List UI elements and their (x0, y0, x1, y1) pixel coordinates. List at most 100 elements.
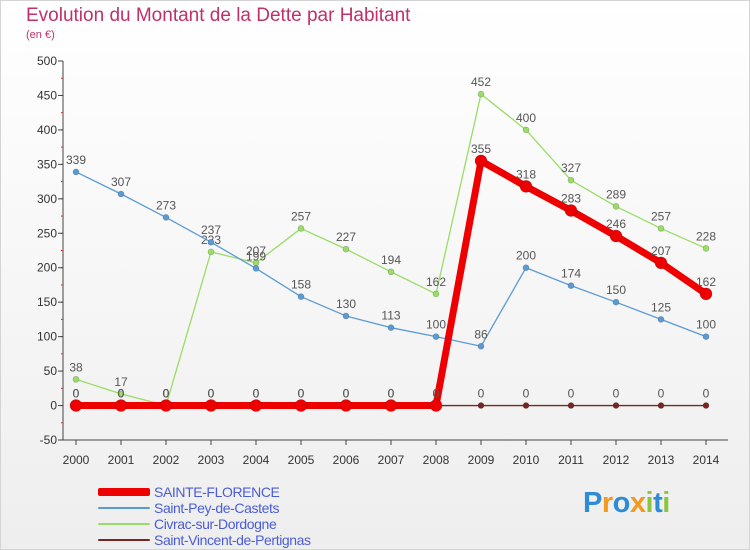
data-point-saint-pey-de-castets (432, 333, 440, 340)
data-point-sainte-florence (654, 256, 668, 270)
data-label-saint-vincent-de-pertignas: 0 (298, 387, 305, 401)
data-label-saint-pey-de-castets: 86 (474, 327, 488, 341)
data-point-civrac-sur-dordogne (702, 245, 710, 252)
x-tick-label: 2011 (558, 453, 584, 467)
data-label-saint-vincent-de-pertignas: 0 (658, 387, 665, 401)
data-point-sainte-florence (159, 399, 173, 412)
data-label-saint-vincent-de-pertignas: 0 (388, 387, 395, 401)
data-point-saint-pey-de-castets (117, 190, 125, 198)
logo-letter: x (629, 487, 646, 519)
data-label-saint-pey-de-castets: 158 (291, 278, 311, 292)
data-label-saint-vincent-de-pertignas: 0 (253, 387, 260, 401)
proxiti-logo: Proxiti (583, 487, 670, 520)
y-tick-label: 300 (37, 192, 57, 206)
data-point-saint-pey-de-castets (477, 342, 485, 350)
legend-item-saint-vincent-de-pertignas: Saint-Vincent-de-Pertignas (98, 532, 311, 548)
data-label-saint-vincent-de-pertignas: 0 (703, 387, 710, 401)
x-tick-label: 2004 (243, 453, 270, 467)
data-point-civrac-sur-dordogne (657, 225, 665, 232)
data-point-civrac-sur-dordogne (297, 225, 305, 232)
data-point-sainte-florence (474, 154, 488, 168)
data-label-saint-pey-de-castets: 150 (606, 283, 626, 297)
y-tick-label: 350 (37, 157, 57, 171)
data-label-sainte-florence: 318 (516, 167, 536, 181)
y-tick-label: 450 (37, 88, 57, 102)
data-label-sainte-florence: 0 (298, 387, 305, 401)
legend-label-saint-pey-de-castets: Saint-Pey-de-Castets (154, 500, 280, 516)
data-point-sainte-florence (384, 399, 398, 412)
legend-item-sainte-florence: SAINTE-FLORENCE (98, 484, 311, 500)
x-tick-label: 2012 (603, 453, 630, 467)
data-point-civrac-sur-dordogne (567, 176, 575, 184)
data-point-saint-pey-de-castets (297, 293, 305, 300)
data-point-sainte-florence (249, 399, 263, 412)
chart-subtitle: (en €) (26, 29, 55, 41)
data-point-saint-pey-de-castets (702, 333, 710, 340)
data-label-civrac-sur-dordogne: 257 (291, 209, 311, 223)
legend-item-civrac-sur-dordogne: Civrac-sur-Dordogne (98, 516, 311, 532)
data-point-saint-vincent-de-pertignas (657, 402, 665, 409)
data-point-saint-vincent-de-pertignas (477, 402, 485, 409)
data-point-saint-vincent-de-pertignas (612, 402, 620, 409)
legend-label-saint-vincent-de-pertignas: Saint-Vincent-de-Pertignas (154, 532, 311, 548)
data-label-saint-pey-de-castets: 339 (66, 153, 86, 167)
data-point-sainte-florence (339, 399, 353, 412)
y-tick-label: 250 (37, 226, 57, 240)
data-point-sainte-florence (699, 287, 713, 301)
y-tick-label: 50 (44, 364, 58, 378)
data-label-sainte-florence: 0 (208, 387, 215, 401)
legend-swatch-civrac-sur-dordogne (98, 523, 150, 525)
data-point-sainte-florence (294, 399, 308, 412)
x-tick-label: 2001 (108, 453, 135, 467)
data-label-saint-pey-de-castets: 199 (246, 249, 266, 263)
data-label-sainte-florence: 162 (696, 275, 716, 289)
data-point-saint-pey-de-castets (72, 168, 80, 176)
x-tick-label: 2007 (378, 453, 405, 467)
data-label-sainte-florence: 0 (73, 387, 80, 401)
logo-letter: o (612, 487, 631, 519)
legend-label-sainte-florence: SAINTE-FLORENCE (154, 484, 280, 500)
series-line-civrac-sur-dordogne (75, 93, 707, 407)
legend-swatch-saint-pey-de-castets (98, 507, 150, 509)
legend: SAINTE-FLORENCE Saint-Pey-de-Castets Civ… (98, 484, 311, 548)
legend-swatch-sainte-florence (98, 488, 150, 496)
data-label-saint-pey-de-castets: 174 (561, 267, 581, 281)
data-point-sainte-florence (564, 204, 578, 217)
data-point-saint-pey-de-castets (342, 312, 350, 320)
data-label-civrac-sur-dordogne: 17 (114, 375, 128, 389)
x-tick-label: 2009 (468, 453, 495, 467)
x-tick-label: 2005 (288, 453, 315, 467)
data-label-saint-pey-de-castets: 307 (111, 175, 131, 189)
data-label-sainte-florence: 246 (606, 217, 626, 231)
legend-item-saint-pey-de-castets: Saint-Pey-de-Castets (98, 500, 311, 516)
y-tick-label: 0 (50, 399, 57, 413)
x-tick-label: 2013 (648, 453, 675, 467)
data-point-civrac-sur-dordogne (342, 245, 350, 253)
data-label-civrac-sur-dordogne: 327 (561, 161, 581, 175)
chart-title: Evolution du Montant de la Dette par Hab… (26, 5, 411, 26)
data-label-civrac-sur-dordogne: 452 (471, 75, 491, 89)
data-label-saint-vincent-de-pertignas: 0 (208, 387, 215, 401)
data-label-saint-vincent-de-pertignas: 0 (343, 387, 350, 401)
logo-letter: i (662, 487, 670, 519)
data-label-sainte-florence: 0 (253, 387, 260, 401)
data-point-civrac-sur-dordogne (117, 390, 125, 398)
data-label-saint-pey-de-castets: 100 (426, 318, 446, 332)
x-tick-label: 2014 (693, 453, 720, 467)
y-tick-label: 200 (37, 261, 57, 275)
logo-letter: i (645, 487, 654, 519)
logo-letter: P (583, 487, 602, 519)
data-point-sainte-florence (204, 399, 218, 412)
legend-swatch-saint-vincent-de-pertignas (98, 539, 150, 541)
data-label-civrac-sur-dordogne: 257 (651, 209, 671, 223)
x-tick-label: 2003 (198, 453, 225, 467)
data-point-saint-pey-de-castets (162, 214, 170, 221)
data-label-saint-vincent-de-pertignas: 0 (568, 387, 575, 401)
data-label-civrac-sur-dordogne: 38 (69, 360, 83, 374)
data-label-saint-pey-de-castets: 130 (336, 297, 356, 311)
y-tick-label: 500 (37, 54, 57, 68)
data-label-sainte-florence: 0 (343, 387, 350, 401)
data-label-civrac-sur-dordogne: 400 (516, 111, 536, 125)
data-label-saint-pey-de-castets: 125 (651, 300, 671, 314)
